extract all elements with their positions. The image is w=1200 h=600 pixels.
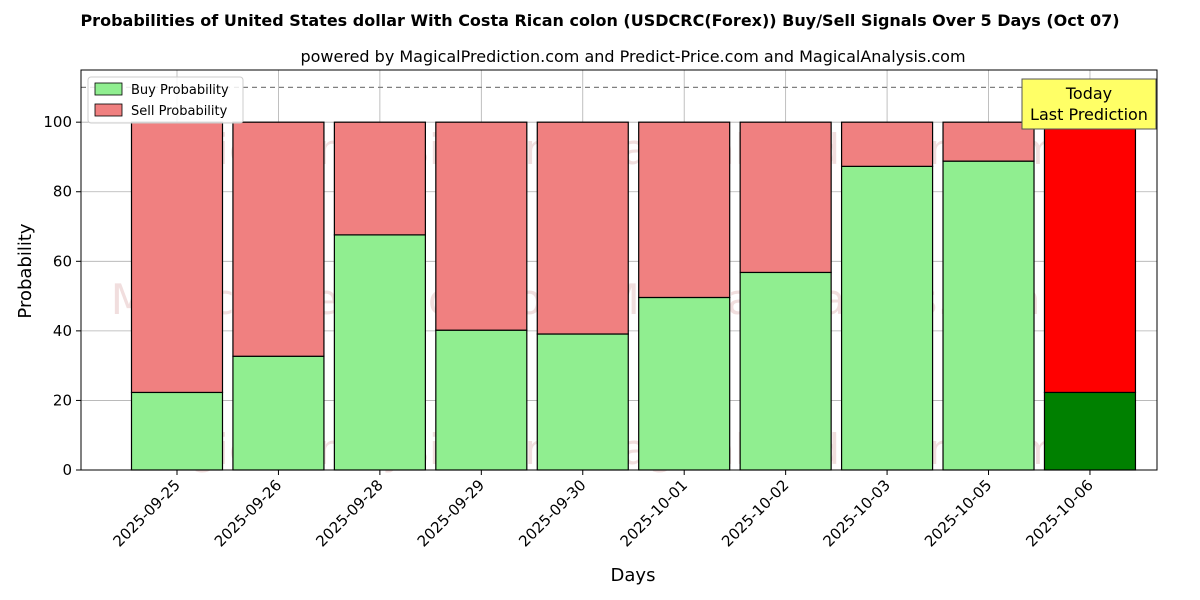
bar-buy: [232, 355, 325, 471]
y-tick-label: 40: [53, 322, 72, 340]
legend-box: [87, 76, 244, 124]
bar-sell: [638, 121, 731, 299]
legend-label-buy: Buy Probability: [131, 83, 229, 98]
x-tick-label: 2025-10-03: [820, 476, 894, 550]
bar-sell: [1043, 121, 1137, 394]
bar-sell: [333, 121, 426, 236]
bar-buy: [333, 234, 426, 471]
y-tick-label: 0: [62, 461, 72, 479]
x-tick-label: 2025-10-05: [921, 476, 995, 550]
bar-buy: [840, 165, 934, 471]
bar-buy: [130, 391, 224, 471]
plot-frame: [80, 69, 1158, 471]
legend: Buy Probability Sell Probability: [87, 76, 244, 124]
y-ticks: 0 20 40 60 80 100: [43, 113, 81, 479]
bar-buy: [942, 160, 1035, 471]
y-tick-label: 20: [53, 391, 72, 409]
bar-buy: [1043, 391, 1137, 471]
x-tick-label: 2025-09-25: [109, 476, 183, 550]
bar-sell: [130, 121, 224, 394]
chart-subtitle: powered by MagicalPrediction.com and Pre…: [300, 47, 965, 66]
x-ticks: 2025-09-25 2025-09-26 2025-09-28 2025-09-29…: [109, 470, 1097, 550]
y-tick-label: 100: [43, 113, 72, 131]
today-annotation: Today Last Prediction: [1021, 78, 1157, 130]
bar-sell: [942, 121, 1035, 162]
bar-buy: [536, 333, 629, 471]
x-tick-label: 2025-09-28: [312, 476, 386, 550]
legend-swatch-sell: [94, 103, 123, 117]
bars-layer: [130, 121, 1137, 471]
annotation-line-1: Today: [1065, 84, 1112, 103]
bar-sell: [232, 121, 325, 357]
bar-buy: [638, 296, 731, 471]
x-tick-label: 2025-09-26: [211, 476, 285, 550]
y-tick-label: 60: [53, 252, 72, 270]
x-tick-label: 2025-10-06: [1022, 476, 1096, 550]
bar-buy: [739, 271, 832, 471]
x-tick-label: 2025-10-01: [617, 476, 691, 550]
x-tick-label: 2025-09-29: [414, 476, 488, 550]
bar-sell: [435, 121, 528, 331]
y-tick-label: 80: [53, 183, 72, 201]
x-axis-label: Days: [611, 565, 656, 586]
bar-sell: [840, 121, 934, 167]
x-tick-label: 2025-10-02: [718, 476, 792, 550]
chart-title: Probabilities of United States dollar Wi…: [80, 11, 1119, 30]
legend-label-sell: Sell Probability: [131, 104, 228, 119]
annotation-line-2: Last Prediction: [1030, 105, 1148, 124]
y-axis-label: Probability: [15, 223, 36, 318]
legend-swatch-buy: [94, 82, 123, 96]
x-tick-label: 2025-09-30: [515, 476, 589, 550]
annotation-box: [1021, 78, 1157, 130]
bar-buy: [435, 329, 528, 471]
bar-sell: [739, 121, 832, 274]
bar-sell: [536, 121, 629, 335]
